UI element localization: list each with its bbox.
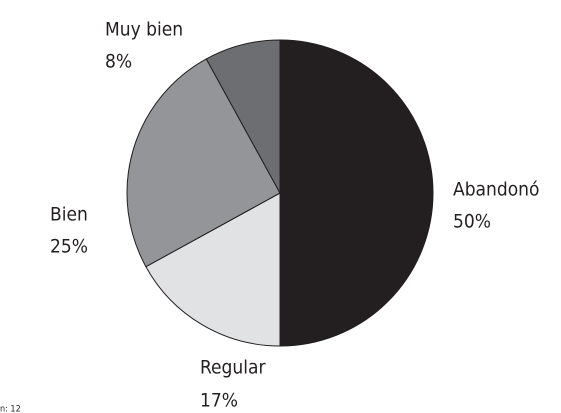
slice-percent: 8% [105,51,132,73]
slice-percent: 17% [200,390,238,412]
slice-percent: 25% [50,236,88,258]
pie-slice [205,39,281,194]
pie-slice [126,58,281,268]
slice-label: Regular [200,357,266,379]
pie-slice [145,192,281,347]
pie-slice [279,39,434,347]
note: n: 12 [0,405,21,413]
slice-label: Bien [50,204,88,226]
slice-label: Muy bien [105,19,183,41]
slice-label: Abandonó [453,179,539,201]
slice-percent: 50% [453,211,491,233]
